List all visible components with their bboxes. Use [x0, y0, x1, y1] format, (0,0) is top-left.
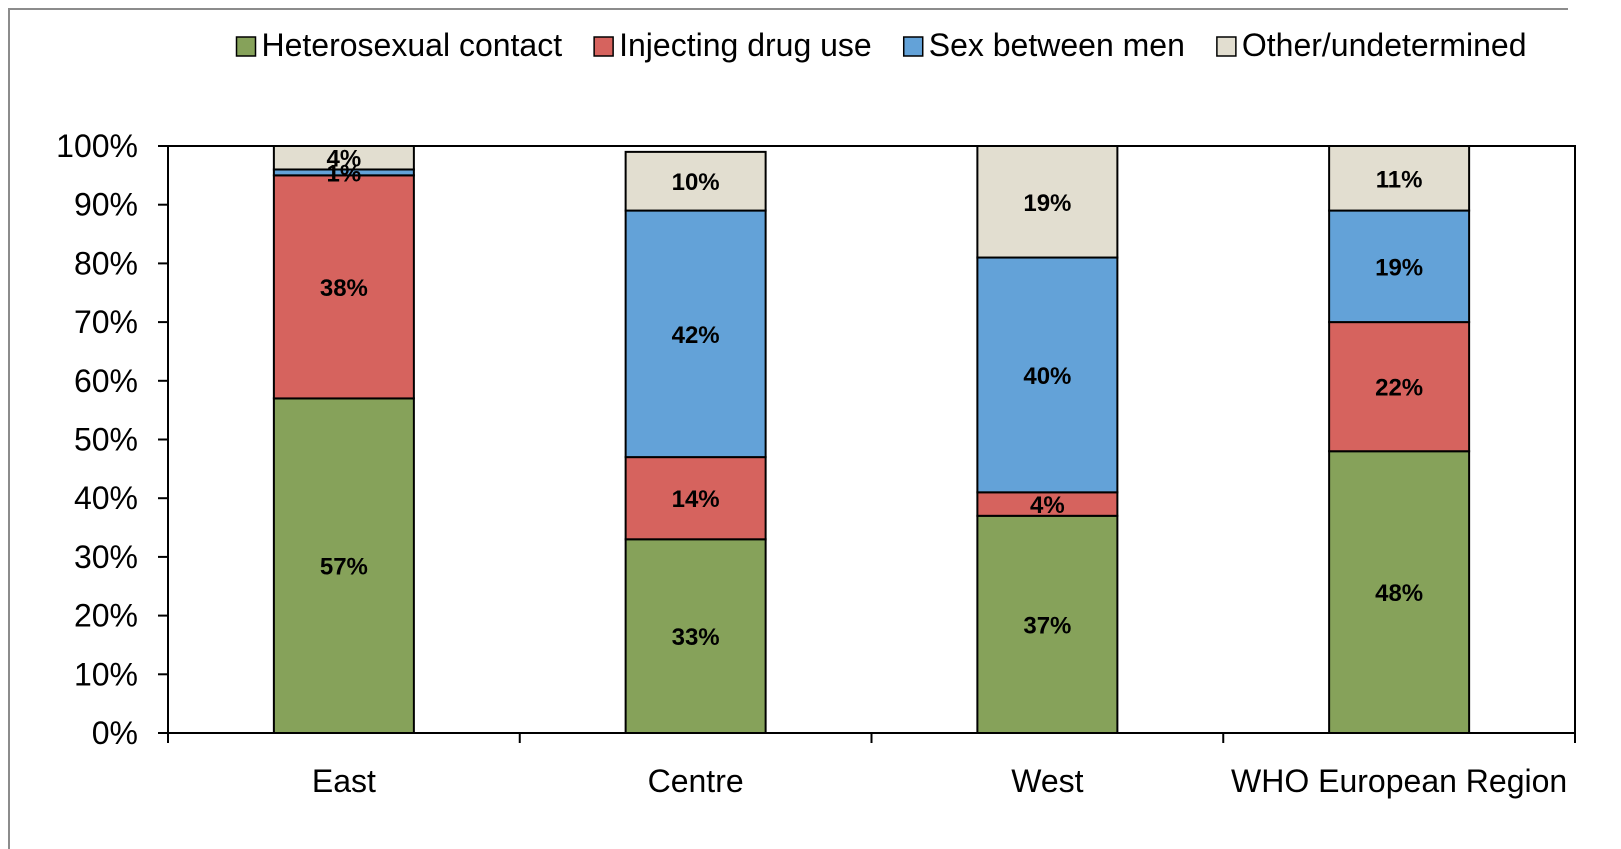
legend-item-other-undetermined: Other/undetermined — [1216, 27, 1527, 63]
data-label-centre-injecting-drug-use: 14% — [672, 486, 720, 513]
data-label-west-sex-between-men: 40% — [1023, 363, 1071, 390]
y-tick-label: 60% — [74, 363, 138, 399]
bar-segment-centre-other-undetermined — [624, 150, 767, 212]
data-label-who-european-region-injecting-drug-use: 22% — [1375, 375, 1423, 402]
bar-segment-centre-sex-between-men — [624, 209, 767, 459]
y-tick-label: 100% — [56, 128, 138, 164]
data-label-west-heterosexual-contact: 37% — [1023, 612, 1071, 639]
legend-label: Other/undetermined — [1242, 27, 1527, 63]
legend-item-sex-between-men: Sex between men — [902, 27, 1185, 63]
legend: Heterosexual contact Injecting drug use Se… — [235, 27, 1527, 63]
data-label-centre-other-undetermined: 10% — [672, 169, 720, 196]
y-tick-label: 10% — [74, 656, 138, 692]
data-label-who-european-region-sex-between-men: 19% — [1375, 254, 1423, 281]
y-tick-label: 90% — [74, 187, 138, 223]
data-label-east-other-undetermined: 4% — [327, 146, 362, 173]
bar-segment-who-european-region-injecting-drug-use — [1328, 321, 1471, 453]
data-label-west-other-undetermined: 19% — [1023, 190, 1071, 217]
y-tick-label: 30% — [74, 539, 138, 575]
data-label-east-heterosexual-contact: 57% — [320, 554, 368, 581]
legend-swatch — [235, 36, 257, 57]
plot-area: 57%38%1%4%33%14%42%10%37%4%40%19%48%22%1… — [167, 145, 1576, 734]
bar-segment-west-other-undetermined — [976, 145, 1119, 259]
legend-swatch — [593, 36, 614, 57]
data-label-east-injecting-drug-use: 38% — [320, 275, 368, 302]
x-axis: East Centre West WHO European Region — [167, 733, 1576, 799]
y-tick-label: 40% — [74, 480, 138, 516]
bar-segment-west-heterosexual-contact — [976, 514, 1119, 734]
data-label-who-european-region-other-undetermined: 11% — [1376, 166, 1423, 193]
legend-swatch — [902, 36, 924, 57]
y-axis: 0% 10% 20% 30% 40% 50% 60% 70% 80% 90% 100% — [56, 128, 168, 751]
bar-segment-centre-injecting-drug-use — [624, 456, 767, 541]
legend-item-injecting-drug-use: Injecting drug use — [593, 27, 872, 63]
legend-label: Sex between men — [929, 27, 1185, 63]
data-label-centre-heterosexual-contact: 33% — [672, 624, 720, 651]
data-label-who-european-region-heterosexual-contact: 48% — [1375, 580, 1423, 607]
bar-segment-east-other-undetermined — [272, 145, 415, 171]
category-label-east: East — [312, 763, 376, 799]
bar-segment-who-european-region-heterosexual-contact — [1328, 450, 1471, 734]
bar-segment-centre-heterosexual-contact — [624, 538, 767, 734]
legend-item-heterosexual-contact: Heterosexual contact — [235, 27, 563, 63]
y-tick-label: 0% — [92, 715, 138, 751]
legend-label: Heterosexual contact — [262, 27, 563, 63]
category-label-west: West — [1011, 763, 1083, 799]
data-label-east-sex-between-men: 1% — [327, 160, 362, 187]
y-tick-label: 20% — [74, 598, 138, 634]
chart-frame — [8, 8, 1568, 849]
data-label-west-injecting-drug-use: 4% — [1030, 492, 1065, 519]
y-tick-label: 80% — [74, 245, 138, 281]
bar-segment-who-european-region-other-undetermined — [1328, 145, 1471, 212]
category-label-who-european-region: WHO European Region — [1231, 763, 1567, 799]
data-label-centre-sex-between-men: 42% — [672, 322, 720, 349]
legend-label: Injecting drug use — [619, 27, 872, 63]
bar-segment-east-heterosexual-contact — [272, 397, 415, 734]
y-tick-label: 50% — [74, 422, 138, 458]
y-tick-label: 70% — [74, 304, 138, 340]
category-label-centre: Centre — [648, 763, 744, 799]
legend-swatch — [1216, 36, 1237, 57]
